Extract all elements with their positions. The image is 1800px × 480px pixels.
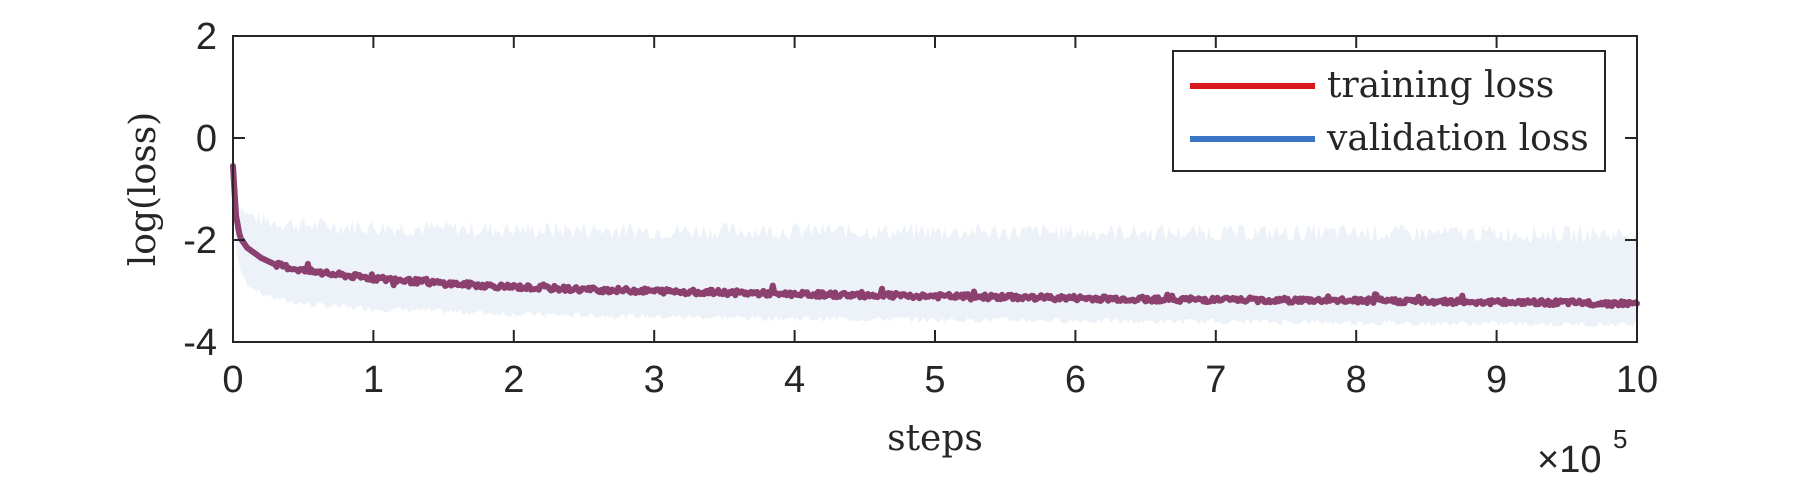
y-tick-label: -4 xyxy=(183,322,217,364)
x-axis-multiplier: ×10 5 xyxy=(1537,424,1627,480)
x-tick-label: 7 xyxy=(1205,359,1226,401)
legend-label-training-loss: training loss xyxy=(1327,65,1554,106)
x-multiplier-base: ×10 xyxy=(1537,439,1601,480)
x-tick-label: 5 xyxy=(924,359,945,401)
x-tick-label: 9 xyxy=(1486,359,1507,401)
y-tick-label: 2 xyxy=(196,16,217,58)
x-tick-label: 10 xyxy=(1616,359,1658,401)
legend-label-validation-loss: validation loss xyxy=(1326,118,1589,159)
y-tick-label: 0 xyxy=(196,118,217,160)
y-tick-label: -2 xyxy=(183,220,217,262)
x-tick-label: 4 xyxy=(784,359,805,401)
x-tick-label: 3 xyxy=(644,359,665,401)
x-tick-label: 1 xyxy=(363,359,384,401)
legend-box xyxy=(1172,50,1606,172)
loss-curve xyxy=(230,163,1640,309)
x-axis-label: steps xyxy=(887,418,983,459)
x-multiplier-exponent: 5 xyxy=(1613,424,1627,454)
plot-area xyxy=(230,163,1640,328)
x-tick-label: 0 xyxy=(222,359,243,401)
x-tick-label: 8 xyxy=(1346,359,1367,401)
y-axis-label: log(loss) xyxy=(123,112,164,266)
y-axis-ticks: -4 -2 0 2 xyxy=(183,16,1637,364)
x-axis-ticks: 0 1 2 3 4 5 6 7 8 9 10 xyxy=(222,36,1658,401)
legend: training loss validation loss xyxy=(1172,50,1606,172)
x-tick-label: 6 xyxy=(1065,359,1086,401)
x-tick-label: 2 xyxy=(503,359,524,401)
